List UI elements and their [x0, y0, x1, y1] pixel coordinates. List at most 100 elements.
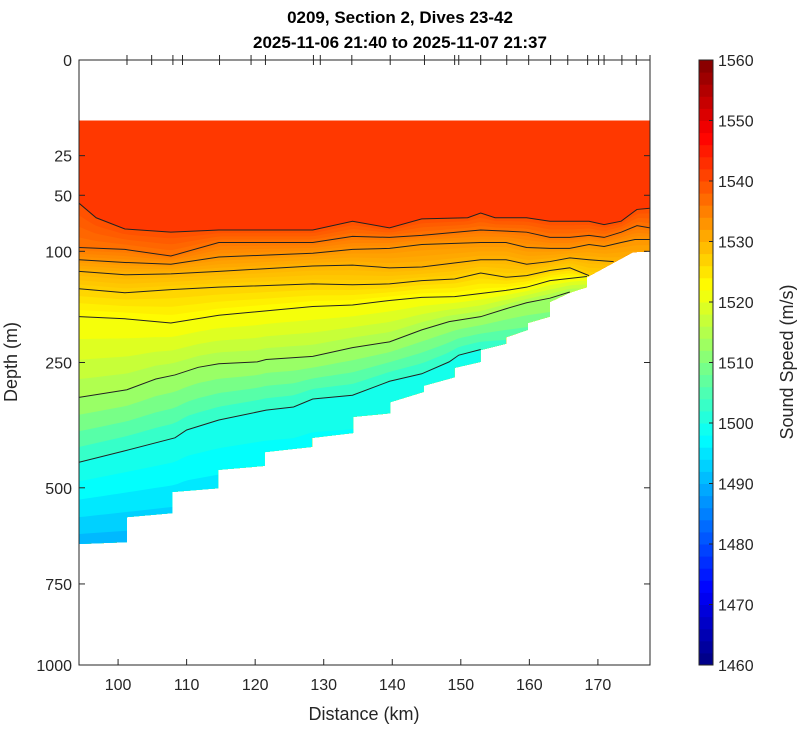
x-tick-label: 100	[105, 677, 132, 694]
contour-fill-layer	[79, 505, 650, 544]
colorbar-tick-label: 1560	[718, 53, 754, 70]
contour-line	[79, 225, 650, 257]
colorbar-swatch	[699, 144, 713, 158]
y-axis-label: Depth (m)	[1, 322, 21, 402]
colorbar-swatch	[699, 604, 713, 618]
colorbar-swatch	[699, 84, 713, 97]
colorbar-tick-label: 1470	[718, 598, 754, 615]
colorbar-swatch	[699, 314, 713, 327]
colorbar-label: Sound Speed (m/s)	[777, 284, 797, 439]
contour-fill-layers	[79, 120, 650, 665]
colorbar-swatch	[699, 60, 713, 73]
colorbar-swatch	[699, 181, 713, 194]
colorbar-swatch	[699, 168, 713, 182]
colorbar-swatch	[699, 652, 713, 666]
colorbar-swatch	[699, 326, 713, 339]
x-tick-label: 170	[585, 677, 612, 694]
colorbar-swatch	[699, 568, 713, 581]
colorbar-swatch	[699, 556, 713, 569]
y-tick-labels: 0 25 50 100 250 500 750 1000	[36, 53, 72, 675]
y-tick-label: 100	[45, 244, 72, 261]
colorbar-swatch	[699, 72, 713, 85]
colorbar-swatch	[699, 580, 713, 593]
contour-lines	[79, 202, 650, 463]
contour-line	[79, 238, 650, 265]
colorbar-swatch	[699, 156, 713, 170]
colorbar-swatch	[699, 193, 713, 206]
colorbar-swatch	[699, 386, 713, 400]
colorbar-swatch	[699, 229, 713, 242]
colorbar-tick-label: 1490	[718, 477, 754, 494]
colorbar-swatch	[699, 362, 713, 376]
colorbar-swatch	[699, 423, 713, 436]
y-tick-label: 0	[63, 53, 72, 70]
x-tick-labels: 100 110 120 130 140 150 160 170	[105, 677, 612, 694]
chart-title: 0209, Section 2, Dives 23-42	[287, 8, 513, 27]
y-tick-label: 500	[45, 481, 72, 498]
colorbar-swatch	[699, 338, 713, 351]
chart-subtitle: 2025-11-06 21:40 to 2025-11-07 21:37	[253, 33, 547, 52]
y-tick-label: 25	[54, 149, 72, 166]
colorbar-tick-label: 1540	[718, 174, 754, 191]
colorbar-swatch	[699, 217, 713, 230]
colorbar-swatch	[699, 374, 713, 388]
contour-line	[79, 275, 587, 324]
x-tick-label: 160	[516, 677, 543, 694]
colorbar-swatch	[699, 108, 713, 121]
colorbar-swatch	[699, 96, 713, 109]
colorbar-swatch	[699, 205, 713, 218]
y-tick-label: 250	[45, 356, 72, 373]
x-tick-label: 140	[379, 677, 406, 694]
x-tick-label: 130	[310, 677, 337, 694]
colorbar: 1460 1470 1480 1490 1500 1510 1520 1530 1540 1550…	[698, 53, 754, 675]
contour-line	[79, 202, 650, 233]
x-axis-label: Distance (km)	[308, 704, 419, 724]
y-tick-label: 750	[45, 577, 72, 594]
colorbar-swatch	[699, 640, 713, 654]
colorbar-swatch	[699, 483, 713, 497]
contour-line	[79, 349, 481, 463]
colorbar-swatch	[699, 435, 713, 448]
colorbar-swatch	[699, 459, 713, 472]
y-tick-label: 1000	[36, 658, 72, 675]
colorbar-tick-label: 1530	[718, 235, 754, 252]
contour-fill-layer	[79, 536, 650, 544]
colorbar-swatch	[699, 289, 713, 303]
colorbar-tick-label: 1480	[718, 537, 754, 554]
contour-line	[79, 291, 570, 398]
colorbar-tick-label: 1550	[718, 114, 754, 131]
colorbar-swatch	[699, 277, 713, 291]
colorbar-swatch	[699, 120, 713, 134]
colorbar-tick-label: 1460	[718, 658, 754, 675]
contour-line	[79, 257, 614, 276]
y-tick-label: 50	[54, 188, 72, 205]
colorbar-swatch	[699, 410, 713, 424]
colorbar-tick-label: 1510	[718, 356, 754, 373]
contour-line	[79, 267, 590, 294]
colorbar-swatch	[699, 531, 713, 545]
contour-fill-layer	[79, 566, 650, 665]
colorbar-swatch	[699, 265, 713, 279]
colorbar-tick-label: 1500	[718, 416, 754, 433]
x-tick-label: 110	[174, 677, 200, 694]
colorbar-swatch	[699, 241, 713, 255]
x-tick-label: 150	[447, 677, 474, 694]
colorbar-swatch	[699, 447, 713, 460]
colorbar-tick-label: 1520	[718, 295, 754, 312]
colorbar-swatch	[699, 132, 713, 146]
colorbar-swatch	[699, 544, 713, 557]
colorbar-swatch	[699, 302, 713, 315]
colorbar-swatch	[699, 519, 713, 533]
colorbar-swatch	[699, 471, 713, 484]
colorbar-swatch	[699, 350, 713, 363]
colorbar-swatch	[699, 253, 713, 267]
colorbar-swatch	[699, 398, 713, 412]
colorbar-swatch	[699, 616, 713, 630]
x-tick-label: 120	[242, 677, 269, 694]
colorbar-swatch	[699, 628, 713, 642]
colorbar-swatch	[699, 495, 713, 509]
plot-axes	[78, 55, 651, 666]
colorbar-swatch	[699, 507, 713, 521]
colorbar-swatch	[699, 592, 713, 605]
